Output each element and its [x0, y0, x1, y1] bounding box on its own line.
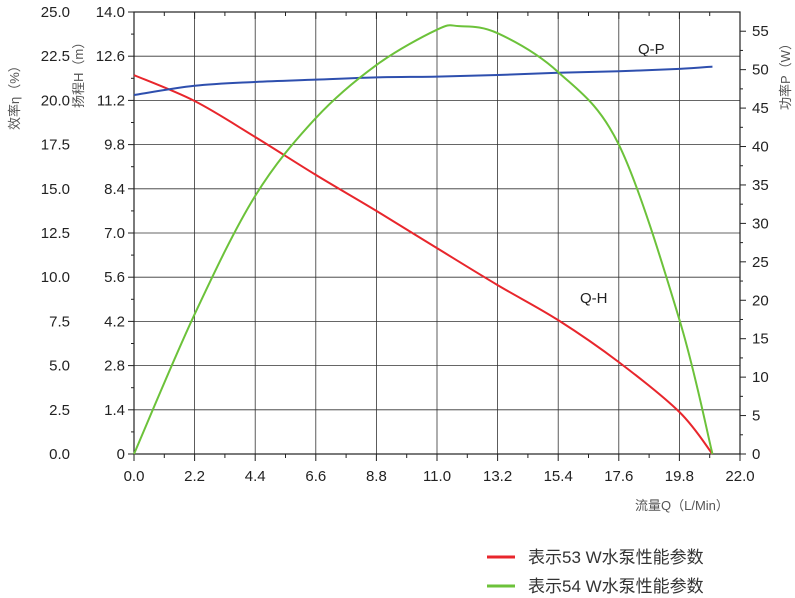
series-label-qp: Q-P — [638, 41, 665, 58]
head-tick-label: 0 — [117, 446, 125, 463]
x-tick-label: 19.8 — [665, 468, 694, 485]
head-tick-label: 8.4 — [104, 181, 125, 198]
power-tick-label: 10 — [752, 369, 769, 386]
x-tick-label: 8.8 — [366, 468, 387, 485]
legend-label: 表示53 W水泵性能参数 — [528, 548, 704, 567]
head-tick-label: 1.4 — [104, 402, 125, 419]
power-tick-label: 45 — [752, 100, 769, 117]
head-tick-label: 2.8 — [104, 358, 125, 375]
power-tick-label: 0 — [752, 446, 760, 463]
eff-tick-label: 0.0 — [49, 446, 70, 463]
power-tick-label: 15 — [752, 331, 769, 348]
eff-tick-label: 12.5 — [41, 225, 70, 242]
series-line-Q-P — [133, 65, 713, 97]
series-line-eff — [133, 24, 714, 455]
eff-axis-label: 效率η（%） — [7, 59, 22, 130]
eff-tick-label: 10.0 — [41, 269, 70, 286]
series-line-Q-H — [133, 74, 714, 455]
x-tick-label: 15.4 — [544, 468, 573, 485]
power-tick-label: 55 — [752, 23, 769, 40]
eff-tick-label: 2.5 — [49, 402, 70, 419]
power-tick-label: 40 — [752, 139, 769, 156]
head-tick-label: 12.6 — [96, 48, 125, 65]
legend-label: 表示54 W水泵性能参数 — [528, 577, 704, 596]
head-tick-label: 5.6 — [104, 269, 125, 286]
head-tick-label: 11.2 — [97, 92, 125, 109]
eff-tick-label: 15.0 — [41, 181, 70, 198]
x-tick-label: 4.4 — [245, 468, 266, 485]
x-tick-label: 2.2 — [184, 468, 205, 485]
power-tick-label: 20 — [752, 292, 769, 309]
power-tick-label: 25 — [752, 254, 769, 271]
x-tick-label: 22.0 — [725, 468, 754, 485]
head-axis-label: 扬程H（m） — [71, 36, 86, 108]
eff-tick-label: 7.5 — [49, 313, 70, 330]
head-tick-label: 9.8 — [104, 137, 125, 154]
power-tick-label: 30 — [752, 215, 769, 232]
series-label-qh: Q-H — [580, 290, 608, 307]
head-tick-label: 4.2 — [104, 313, 125, 330]
power-tick-label: 35 — [752, 177, 769, 194]
x-tick-label: 13.2 — [483, 468, 512, 485]
eff-tick-label: 5.0 — [49, 358, 70, 375]
x-tick-label: 17.6 — [604, 468, 633, 485]
x-axis-label: 流量Q（L/Min） — [635, 498, 729, 513]
power-axis-label: 功率P（W） — [778, 37, 793, 110]
power-tick-label: 5 — [752, 408, 760, 425]
head-tick-label: 14.0 — [96, 4, 125, 21]
eff-tick-label: 25.0 — [41, 4, 70, 21]
x-tick-label: 0.0 — [124, 468, 145, 485]
x-tick-label: 6.6 — [305, 468, 326, 485]
head-tick-label: 7.0 — [104, 225, 125, 242]
eff-tick-label: 22.5 — [41, 48, 70, 65]
eff-tick-label: 20.0 — [41, 92, 70, 109]
power-tick-label: 50 — [752, 62, 769, 79]
x-tick-label: 11.0 — [423, 468, 451, 485]
eff-tick-label: 17.5 — [41, 137, 70, 154]
